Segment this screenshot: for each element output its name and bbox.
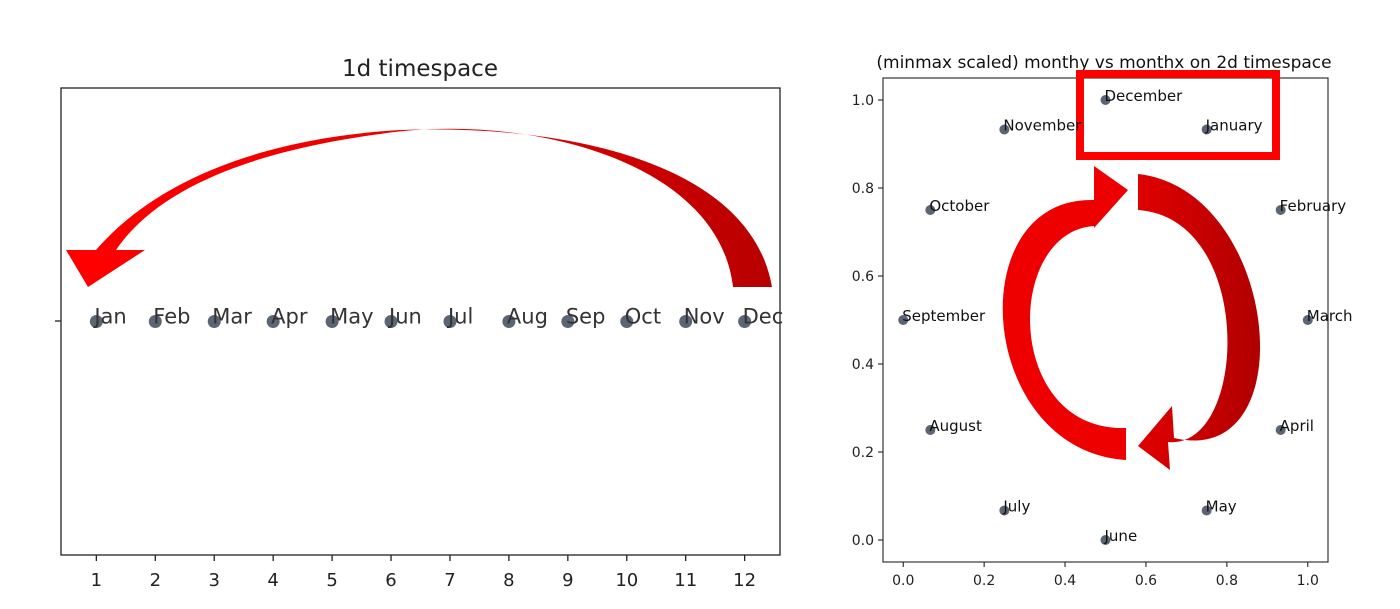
chart1-xtick-label: 2 (150, 570, 161, 591)
chart1-point-label: Oct (625, 305, 661, 329)
chart2-point-label: April (1280, 417, 1314, 435)
chart2-point-label: July (1002, 498, 1030, 516)
chart2-point-label: May (1206, 498, 1237, 516)
chart-1d-timespace: 1d timespace 1 2 3 4 5 6 7 8 9 10 11 12 Jan Feb Mar Ap… (55, 56, 783, 591)
chart2-point (1302, 315, 1313, 325)
chart1-point (148, 315, 162, 328)
chart2-xtick-label: 0.4 (1054, 573, 1076, 589)
chart2-point-label: September (902, 307, 986, 325)
chart2-point-label: November (1003, 116, 1082, 134)
chart2-point (1275, 205, 1286, 215)
chart1-xtick-label: 10 (615, 570, 638, 591)
chart2-points (898, 95, 1313, 545)
chart1-point (561, 315, 575, 328)
chart1-point-labels: Jan Feb Mar Apr May Jun Jul Aug Sep Oct Nov Dec (92, 305, 783, 329)
chart2-point (1201, 124, 1212, 135)
chart2-point (1100, 95, 1111, 105)
chart2-point (898, 315, 909, 325)
chart1-point-label: Jun (387, 305, 422, 329)
chart2-point-label: August (929, 417, 982, 435)
chart2-point (925, 205, 936, 215)
chart2-title: (minmax scaled) monthy vs monthx on 2d t… (876, 53, 1331, 73)
chart2-point-label: March (1307, 307, 1353, 325)
chart2-y-ticks: 0.0 0.2 0.4 0.6 0.8 1.0 (852, 93, 883, 549)
chart2-point-label: October (929, 197, 990, 215)
chart1-point (738, 315, 752, 328)
chart2-point (999, 505, 1010, 516)
chart2-ytick-label: 0.0 (852, 533, 874, 549)
chart1-point-label: Apr (271, 305, 308, 329)
chart1-xtick-label: 12 (733, 570, 756, 591)
chart1-xtick-label: 4 (267, 570, 278, 591)
chart1-plot-area (60, 87, 781, 556)
chart2-point (1100, 535, 1111, 545)
chart1-point (89, 315, 103, 328)
chart2-xtick-label: 0.8 (1216, 573, 1238, 589)
chart2-highlight-box (1076, 70, 1280, 160)
chart2-point-label: June (1104, 527, 1138, 545)
chart2-cycle-arrows (1002, 166, 1261, 470)
chart1-point (679, 315, 693, 328)
chart2-point (1201, 505, 1212, 516)
chart1-point (620, 315, 634, 328)
chart1-xtick-label: 5 (326, 570, 337, 591)
chart1-point (443, 315, 457, 328)
chart1-points (89, 315, 752, 328)
chart1-xtick-label: 3 (209, 570, 220, 591)
chart2-xtick-label: 1.0 (1297, 573, 1319, 589)
chart1-point (384, 315, 398, 328)
chart2-point-label: February (1280, 197, 1347, 215)
chart1-xtick-label: 1 (91, 570, 102, 591)
chart1-xtick-label: 9 (562, 570, 573, 591)
chart1-x-ticks: 1 2 3 4 5 6 7 8 9 10 11 12 (91, 555, 756, 591)
chart2-xtick-label: 0.2 (973, 573, 995, 589)
chart1-point-label: Nov (684, 305, 725, 329)
chart1-point (325, 315, 339, 328)
chart1-point-label: Jul (446, 305, 473, 329)
chart1-point (502, 315, 516, 328)
chart2-xtick-label: 0.6 (1135, 573, 1157, 589)
chart1-point-label: May (330, 305, 373, 329)
chart1-point (207, 315, 221, 328)
chart1-point-label: Aug (507, 305, 548, 329)
chart1-point-label: Sep (566, 305, 606, 329)
chart2-ytick-label: 0.4 (852, 357, 874, 373)
chart2-point (999, 124, 1010, 135)
chart2-xtick-label: 0.0 (892, 573, 914, 589)
chart2-point-label: January (1205, 116, 1263, 134)
chart1-point-label: Dec (743, 305, 784, 329)
chart2-point-label: December (1105, 87, 1184, 105)
chart2-ytick-label: 0.8 (852, 181, 874, 197)
chart1-point-label: Mar (212, 305, 252, 329)
chart1-title: 1d timespace (342, 56, 498, 82)
chart1-xtick-label: 7 (444, 570, 455, 591)
chart2-point (1275, 425, 1286, 435)
chart2-ytick-label: 0.2 (852, 445, 874, 461)
chart2-ytick-label: 0.6 (852, 269, 874, 285)
chart1-xtick-label: 6 (385, 570, 396, 591)
chart2-x-ticks: 0.0 0.2 0.4 0.6 0.8 1.0 (892, 562, 1319, 589)
chart1-point (266, 315, 280, 328)
chart2-point (925, 425, 936, 435)
chart2-point-labels: February March April May June July August Septe… (902, 87, 1352, 545)
chart-2d-timespace: (minmax scaled) monthy vs monthx on 2d t… (852, 53, 1353, 589)
chart1-xtick-label: 11 (674, 570, 697, 591)
chart2-ytick-label: 1.0 (852, 93, 874, 109)
chart1-xtick-label: 8 (503, 570, 514, 591)
chart1-point-label: Jan (92, 305, 126, 329)
chart1-point-label: Feb (153, 305, 190, 329)
